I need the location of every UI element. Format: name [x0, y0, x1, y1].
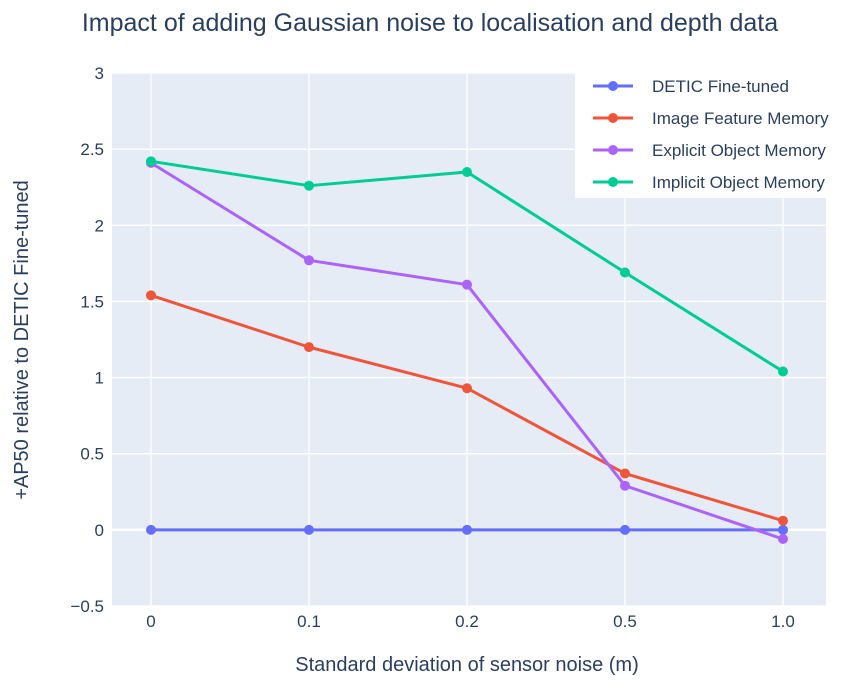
x-tick-label: 1.0 [771, 612, 795, 631]
legend-swatch-marker [608, 113, 618, 123]
y-tick-label: 0.5 [80, 445, 104, 464]
data-point[interactable] [620, 524, 630, 535]
data-point[interactable] [778, 366, 788, 377]
legend-swatch-marker [608, 145, 618, 155]
legend-label: Explicit Object Memory [652, 141, 826, 160]
series-detic-fine-tuned [146, 524, 788, 535]
series-image-feature-memory [146, 290, 788, 526]
x-axis-label: Standard deviation of sensor noise (m) [295, 654, 639, 676]
y-tick-label: 1.5 [80, 292, 104, 311]
legend-label: DETIC Fine-tuned [652, 77, 789, 96]
data-point[interactable] [146, 156, 156, 167]
legend-label: Image Feature Memory [652, 109, 829, 128]
x-axis-ticks: 0 0.1 0.2 0.5 1.0 [146, 612, 795, 631]
legend-background [575, 70, 863, 198]
y-axis-label: +AP50 relative to DETIC Fine-tuned [11, 180, 33, 500]
chart-title: Impact of adding Gaussian noise to local… [82, 9, 778, 37]
series-implicit-object-memory [146, 156, 788, 377]
data-point[interactable] [146, 290, 156, 301]
legend-swatch-marker [608, 177, 618, 187]
data-point[interactable] [462, 383, 472, 394]
y-tick-label: 2 [95, 216, 104, 235]
y-tick-label: 0 [95, 521, 104, 540]
data-point[interactable] [462, 524, 472, 535]
data-point[interactable] [146, 524, 156, 535]
data-point[interactable] [778, 515, 788, 526]
legend-swatch-marker [608, 81, 618, 91]
legend-item[interactable]: Implicit Object Memory [593, 173, 825, 192]
legend-item[interactable]: Image Feature Memory [593, 109, 829, 128]
data-point[interactable] [620, 480, 630, 491]
y-tick-label: −0.5 [70, 597, 104, 616]
legend-item[interactable]: Explicit Object Memory [593, 141, 826, 160]
data-point[interactable] [304, 180, 314, 191]
x-tick-label: 0.1 [297, 612, 321, 631]
legend[interactable]: DETIC Fine-tuned Image Feature Memory Expl… [575, 70, 863, 198]
x-tick-label: 0.2 [455, 612, 479, 631]
legend-item[interactable]: DETIC Fine-tuned [593, 77, 789, 96]
data-point[interactable] [620, 468, 630, 479]
y-tick-label: 1 [95, 369, 104, 388]
legend-label: Implicit Object Memory [652, 173, 825, 192]
data-point[interactable] [462, 166, 472, 177]
data-point[interactable] [304, 342, 314, 353]
data-point[interactable] [778, 533, 788, 544]
data-point[interactable] [462, 279, 472, 290]
data-point[interactable] [304, 255, 314, 266]
y-axis-ticks: −0.5 0 0.5 1 1.5 2 2.5 3 [70, 64, 104, 616]
y-tick-label: 2.5 [80, 140, 104, 159]
y-tick-label: 3 [95, 64, 104, 83]
data-point[interactable] [620, 267, 630, 278]
x-tick-label: 0.5 [613, 612, 637, 631]
series-group [146, 156, 788, 544]
data-point[interactable] [304, 524, 314, 535]
x-tick-label: 0 [146, 612, 155, 631]
data-point[interactable] [778, 524, 788, 535]
